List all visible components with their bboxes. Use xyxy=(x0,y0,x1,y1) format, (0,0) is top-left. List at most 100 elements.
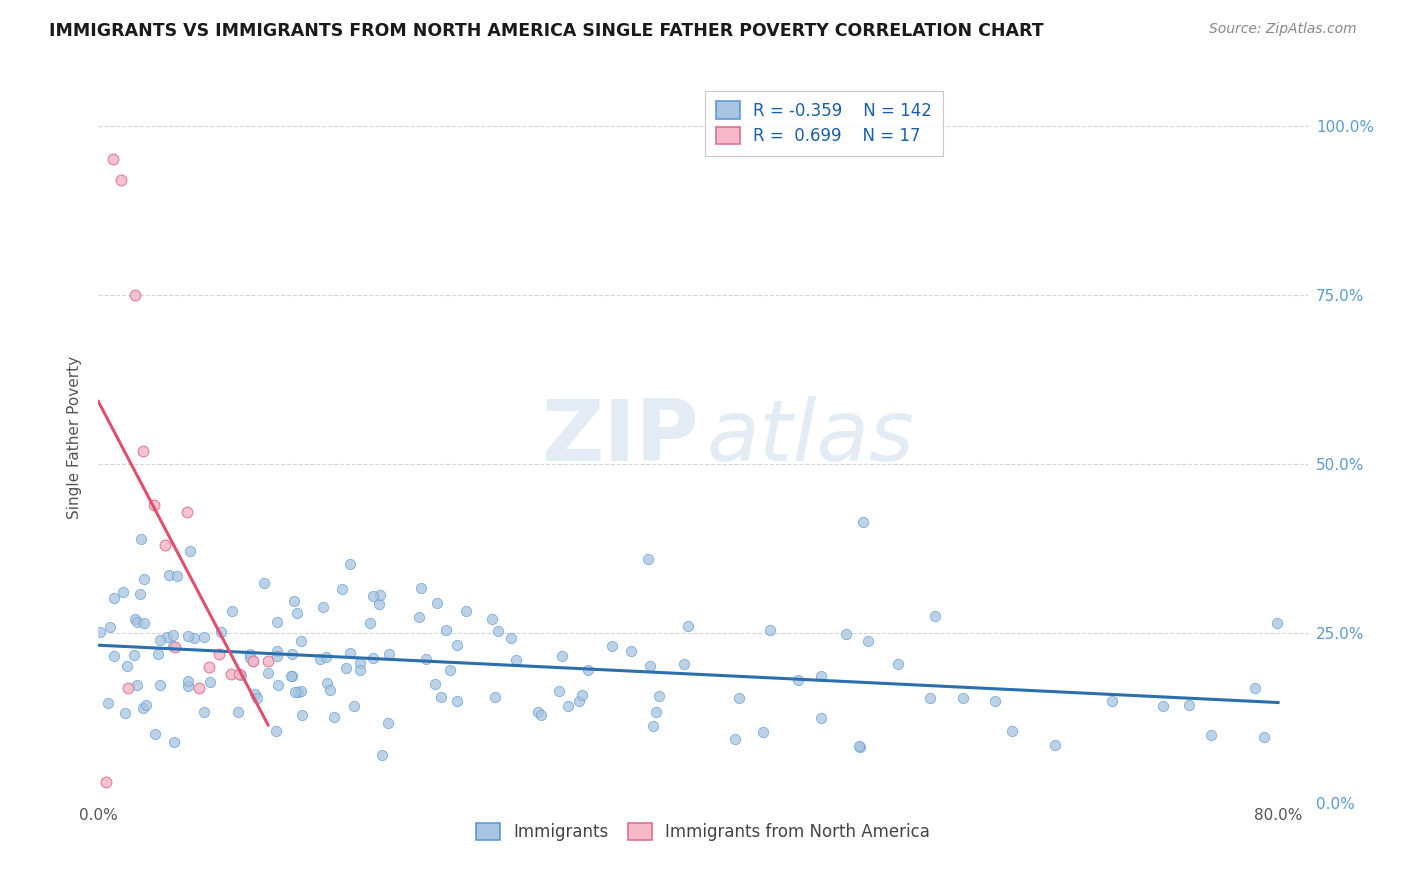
Point xyxy=(221,604,243,618)
Point xyxy=(924,609,946,624)
Point xyxy=(165,640,187,654)
Point xyxy=(128,587,150,601)
Point xyxy=(290,683,312,698)
Point xyxy=(266,644,288,658)
Point xyxy=(1001,724,1024,739)
Point xyxy=(291,708,314,723)
Point xyxy=(127,615,149,629)
Point xyxy=(368,597,391,611)
Point xyxy=(1199,728,1222,742)
Point xyxy=(266,615,288,630)
Point xyxy=(129,532,152,546)
Point xyxy=(242,654,264,668)
Point xyxy=(257,666,280,681)
Point xyxy=(547,684,569,698)
Point xyxy=(430,690,453,704)
Point xyxy=(368,588,391,602)
Point xyxy=(176,674,198,689)
Point xyxy=(727,690,749,705)
Point xyxy=(339,646,361,660)
Point xyxy=(446,694,468,708)
Point xyxy=(132,615,155,630)
Point xyxy=(484,690,506,705)
Point xyxy=(246,691,269,706)
Point xyxy=(638,658,661,673)
Point xyxy=(149,678,172,692)
Point xyxy=(103,649,125,664)
Point xyxy=(156,630,179,644)
Point xyxy=(309,652,332,666)
Point xyxy=(1152,698,1174,713)
Point xyxy=(408,609,430,624)
Point xyxy=(551,649,574,664)
Point xyxy=(125,678,148,692)
Text: IMMIGRANTS VS IMMIGRANTS FROM NORTH AMERICA SINGLE FATHER POVERTY CORRELATION CH: IMMIGRANTS VS IMMIGRANTS FROM NORTH AMER… xyxy=(49,22,1043,40)
Point xyxy=(527,705,550,719)
Point xyxy=(183,631,205,645)
Point xyxy=(1244,681,1267,695)
Point xyxy=(361,589,384,603)
Point xyxy=(166,569,188,583)
Point xyxy=(283,594,305,608)
Point xyxy=(281,669,304,683)
Point xyxy=(486,624,509,638)
Point xyxy=(209,624,232,639)
Point xyxy=(330,582,353,596)
Point xyxy=(316,676,339,690)
Point xyxy=(264,724,287,739)
Point xyxy=(112,585,135,599)
Point xyxy=(176,505,198,519)
Point xyxy=(952,691,974,706)
Point xyxy=(834,627,856,641)
Point xyxy=(349,663,371,677)
Point xyxy=(143,498,166,512)
Point xyxy=(371,748,394,763)
Point xyxy=(568,693,591,707)
Point xyxy=(115,659,138,673)
Point xyxy=(163,734,186,748)
Point xyxy=(377,715,399,730)
Point xyxy=(672,657,695,671)
Point xyxy=(193,630,215,644)
Point xyxy=(231,668,253,682)
Point xyxy=(312,600,335,615)
Point xyxy=(415,652,437,666)
Point xyxy=(198,660,221,674)
Point xyxy=(359,615,381,630)
Point xyxy=(1265,615,1288,630)
Point xyxy=(226,705,249,719)
Point xyxy=(752,725,775,739)
Point xyxy=(643,719,665,733)
Point xyxy=(637,552,659,566)
Point xyxy=(97,696,120,710)
Point xyxy=(135,698,157,712)
Point xyxy=(290,634,312,648)
Point xyxy=(103,591,125,605)
Point xyxy=(243,687,266,701)
Point xyxy=(162,639,184,653)
Point xyxy=(89,625,111,640)
Point xyxy=(187,681,209,695)
Point xyxy=(157,568,180,582)
Point xyxy=(571,688,593,702)
Point xyxy=(426,597,449,611)
Point xyxy=(242,654,264,668)
Point xyxy=(810,669,832,683)
Point xyxy=(887,657,910,672)
Point xyxy=(446,638,468,652)
Point xyxy=(176,629,198,643)
Legend: Immigrants, Immigrants from North America: Immigrants, Immigrants from North Americ… xyxy=(468,814,938,849)
Point xyxy=(284,685,307,699)
Point xyxy=(349,656,371,670)
Point xyxy=(619,644,641,658)
Point xyxy=(409,582,432,596)
Point xyxy=(228,667,250,681)
Text: Source: ZipAtlas.com: Source: ZipAtlas.com xyxy=(1209,22,1357,37)
Point xyxy=(162,627,184,641)
Point xyxy=(557,699,579,714)
Point xyxy=(856,634,879,648)
Point xyxy=(454,604,477,618)
Point xyxy=(124,648,146,663)
Point xyxy=(852,515,875,529)
Point xyxy=(319,682,342,697)
